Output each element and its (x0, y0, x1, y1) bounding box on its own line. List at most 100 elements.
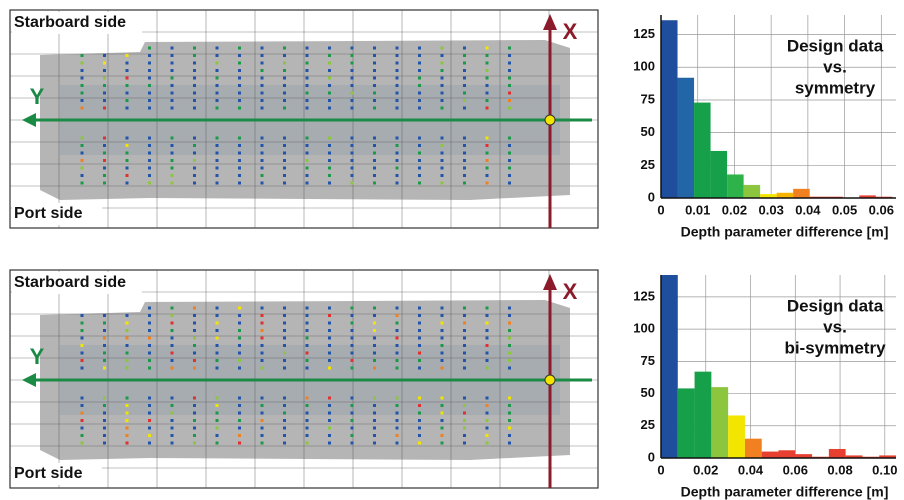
scan-point (306, 77, 309, 80)
scan-point (486, 367, 489, 370)
scan-point (103, 69, 106, 72)
scan-point (283, 337, 286, 340)
scan-point (396, 174, 399, 177)
scan-point (171, 167, 174, 170)
scan-point (486, 69, 489, 72)
scan-point (328, 307, 331, 310)
scan-point (261, 107, 264, 110)
scan-point (418, 314, 421, 317)
scan-point (486, 344, 489, 347)
scan-point (261, 427, 264, 430)
scan-point (283, 427, 286, 430)
scan-point (261, 54, 264, 57)
scan-point (463, 404, 466, 407)
scan-point (373, 54, 376, 57)
scan-point (126, 412, 129, 415)
x-axis-title: Depth parameter difference [m] (681, 224, 889, 240)
scan-point (486, 107, 489, 110)
scan-point (216, 47, 219, 50)
scan-point (238, 314, 241, 317)
scan-point (508, 167, 511, 170)
scan-point (126, 62, 129, 65)
scan-point (396, 404, 399, 407)
scan-point (216, 442, 219, 445)
origin-marker (545, 375, 555, 385)
bar (695, 372, 712, 458)
scan-point (351, 174, 354, 177)
scan-point (126, 359, 129, 362)
bar (661, 20, 678, 198)
scan-point (148, 307, 151, 310)
scan-point (486, 359, 489, 362)
scan-point (418, 337, 421, 340)
scan-point (486, 314, 489, 317)
scan-point (306, 69, 309, 72)
scan-point (463, 92, 466, 95)
scan-point (508, 427, 511, 430)
bar (678, 388, 695, 458)
scan-point (171, 54, 174, 57)
scan-point (463, 167, 466, 170)
scan-point (81, 344, 84, 347)
scan-point (373, 99, 376, 102)
scan-point (441, 62, 444, 65)
scan-point (486, 427, 489, 430)
scan-point (238, 307, 241, 310)
scan-point (171, 47, 174, 50)
scan-point (193, 442, 196, 445)
scan-point (306, 412, 309, 415)
scan-point (283, 359, 286, 362)
scan-point (216, 174, 219, 177)
scan-point (441, 69, 444, 72)
scan-point (508, 442, 511, 445)
y-tick-label: 0 (648, 449, 655, 464)
scan-point (396, 397, 399, 400)
scan-point (171, 182, 174, 185)
scan-point (373, 77, 376, 80)
scan-point (441, 167, 444, 170)
scan-point (306, 419, 309, 422)
scan-point (351, 144, 354, 147)
scan-point (396, 77, 399, 80)
scan-point (463, 427, 466, 430)
scan-point (396, 144, 399, 147)
scan-point (463, 314, 466, 317)
scan-point (148, 397, 151, 400)
scan-point (486, 442, 489, 445)
scan-point (396, 307, 399, 310)
scan-point (441, 404, 444, 407)
scan-point (193, 427, 196, 430)
scan-point (238, 159, 241, 162)
scan-point (261, 69, 264, 72)
scan-point (238, 107, 241, 110)
scan-point (103, 314, 106, 317)
scan-point (283, 47, 286, 50)
scan-point (418, 137, 421, 140)
scan-point (148, 329, 151, 332)
scan-point (328, 427, 331, 430)
x-axis-label: X (563, 19, 578, 44)
scan-point (373, 159, 376, 162)
scan-point (126, 167, 129, 170)
scan-point (508, 107, 511, 110)
x-tick-label: 0 (657, 202, 664, 217)
scan-point (463, 442, 466, 445)
scan-point (328, 174, 331, 177)
scan-point (486, 99, 489, 102)
scan-point (126, 367, 129, 370)
scan-point (81, 329, 84, 332)
scan-point (238, 344, 241, 347)
scan-point (216, 344, 219, 347)
scan-point (81, 144, 84, 147)
scan-point (396, 337, 399, 340)
scan-point (216, 77, 219, 80)
bar (779, 450, 796, 458)
scan-point (486, 174, 489, 177)
scan-point (328, 352, 331, 355)
y-tick-label: 125 (633, 26, 655, 41)
x-tick-label: 0.04 (738, 462, 764, 477)
scan-point (81, 167, 84, 170)
scan-point (463, 152, 466, 155)
scan-point (216, 404, 219, 407)
scan-point (373, 174, 376, 177)
